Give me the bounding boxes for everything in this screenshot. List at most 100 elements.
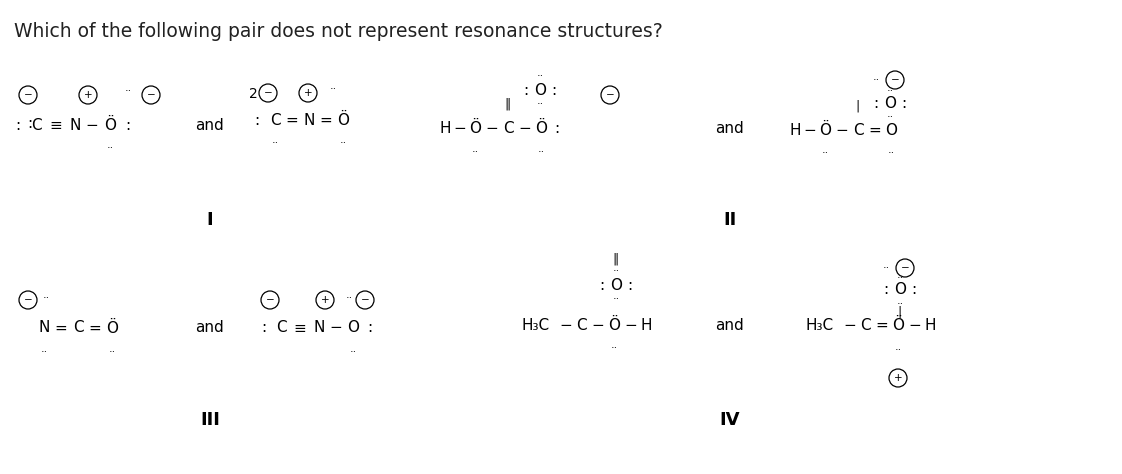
Text: Ö: Ö	[469, 120, 481, 136]
Text: Ö: Ö	[892, 318, 904, 332]
Text: −: −	[264, 88, 273, 98]
Text: H: H	[925, 318, 936, 332]
Text: ··: ··	[896, 273, 903, 283]
Text: −: −	[625, 318, 637, 332]
Text: ··: ··	[613, 294, 619, 304]
Text: :: :	[551, 82, 557, 98]
Text: ··: ··	[125, 86, 131, 96]
Text: −: −	[803, 122, 817, 137]
Text: C: C	[30, 118, 42, 133]
Text: ··: ··	[471, 147, 479, 157]
Text: =: =	[286, 112, 298, 128]
Text: −: −	[360, 295, 369, 305]
Text: O: O	[885, 122, 896, 137]
Text: Ö: Ö	[104, 118, 116, 133]
Text: and: and	[716, 318, 744, 332]
Text: :: :	[911, 283, 917, 298]
Text: −: −	[330, 320, 342, 336]
Text: H: H	[789, 122, 801, 137]
Text: :: :	[524, 82, 528, 98]
Text: :: :	[261, 320, 267, 336]
Text: and: and	[716, 120, 744, 136]
Text: ··: ··	[272, 138, 278, 148]
Text: =: =	[89, 320, 101, 336]
Text: −: −	[266, 295, 275, 305]
Text: :: :	[901, 95, 907, 110]
Text: =: =	[320, 112, 332, 128]
Text: H: H	[641, 318, 652, 332]
Text: −: −	[891, 75, 900, 85]
Text: −: −	[518, 120, 532, 136]
Text: +: +	[304, 88, 312, 98]
Text: C: C	[276, 320, 286, 336]
Text: C: C	[269, 112, 280, 128]
Text: ··: ··	[109, 347, 116, 357]
Text: :: :	[883, 283, 889, 298]
Text: ··: ··	[873, 75, 880, 85]
Text: II: II	[724, 211, 737, 229]
Text: Ö: Ö	[337, 112, 349, 128]
Text: :: :	[126, 118, 130, 133]
Text: :: :	[599, 277, 605, 292]
Text: ··: ··	[537, 147, 544, 157]
Text: C: C	[503, 120, 513, 136]
Text: C: C	[73, 320, 83, 336]
Text: ··: ··	[43, 293, 49, 303]
Text: O: O	[347, 320, 359, 336]
Text: |: |	[856, 100, 861, 112]
Text: Which of the following pair does not represent resonance structures?: Which of the following pair does not rep…	[13, 22, 663, 41]
Text: :: :	[873, 95, 879, 110]
Text: ··: ··	[107, 143, 113, 153]
Text: H: H	[439, 120, 451, 136]
Text: Ö: Ö	[819, 122, 831, 137]
Text: C: C	[576, 318, 587, 332]
Text: +: +	[894, 373, 902, 383]
Text: Ö: Ö	[105, 320, 118, 336]
Text: :: :	[554, 120, 560, 136]
Text: |: |	[898, 306, 902, 319]
Text: ··: ··	[894, 345, 902, 355]
Text: O: O	[894, 283, 905, 298]
Text: ··: ··	[886, 112, 893, 122]
Text: C: C	[853, 122, 863, 137]
Text: :: :	[255, 112, 259, 128]
Text: ··: ··	[346, 293, 352, 303]
Text: ··: ··	[610, 343, 617, 353]
Text: −: −	[836, 122, 848, 137]
Text: H₃C: H₃C	[522, 318, 550, 332]
Text: −: −	[85, 118, 99, 133]
Text: −: −	[453, 120, 467, 136]
Text: +: +	[84, 90, 92, 100]
Text: −: −	[24, 295, 33, 305]
Text: and: and	[195, 118, 224, 133]
Text: C: C	[859, 318, 871, 332]
Text: ‖: ‖	[613, 253, 619, 265]
Text: ··: ··	[886, 86, 893, 96]
Text: ··: ··	[40, 347, 47, 357]
Text: O: O	[534, 82, 546, 98]
Text: ··: ··	[821, 148, 829, 158]
Text: −: −	[486, 120, 498, 136]
Text: ≡: ≡	[49, 118, 63, 133]
Text: ··: ··	[536, 99, 544, 109]
Text: ··: ··	[330, 84, 337, 94]
Text: ··: ··	[882, 263, 890, 273]
Text: =: =	[868, 122, 882, 137]
Text: ··: ··	[896, 299, 903, 309]
Text: Ö: Ö	[608, 318, 620, 332]
Text: H₃C: H₃C	[806, 318, 834, 332]
Text: ≡: ≡	[294, 320, 306, 336]
Text: ‖: ‖	[505, 98, 512, 110]
Text: −: −	[560, 318, 572, 332]
Text: :: :	[627, 277, 633, 292]
Text: −: −	[844, 318, 856, 332]
Text: 2: 2	[249, 87, 257, 101]
Text: O: O	[610, 277, 622, 292]
Text: ··: ··	[339, 138, 347, 148]
Text: =: =	[875, 318, 889, 332]
Text: ··: ··	[536, 71, 544, 81]
Text: :: :	[27, 116, 33, 130]
Text: −: −	[909, 318, 921, 332]
Text: ··: ··	[613, 266, 619, 276]
Text: N: N	[38, 320, 49, 336]
